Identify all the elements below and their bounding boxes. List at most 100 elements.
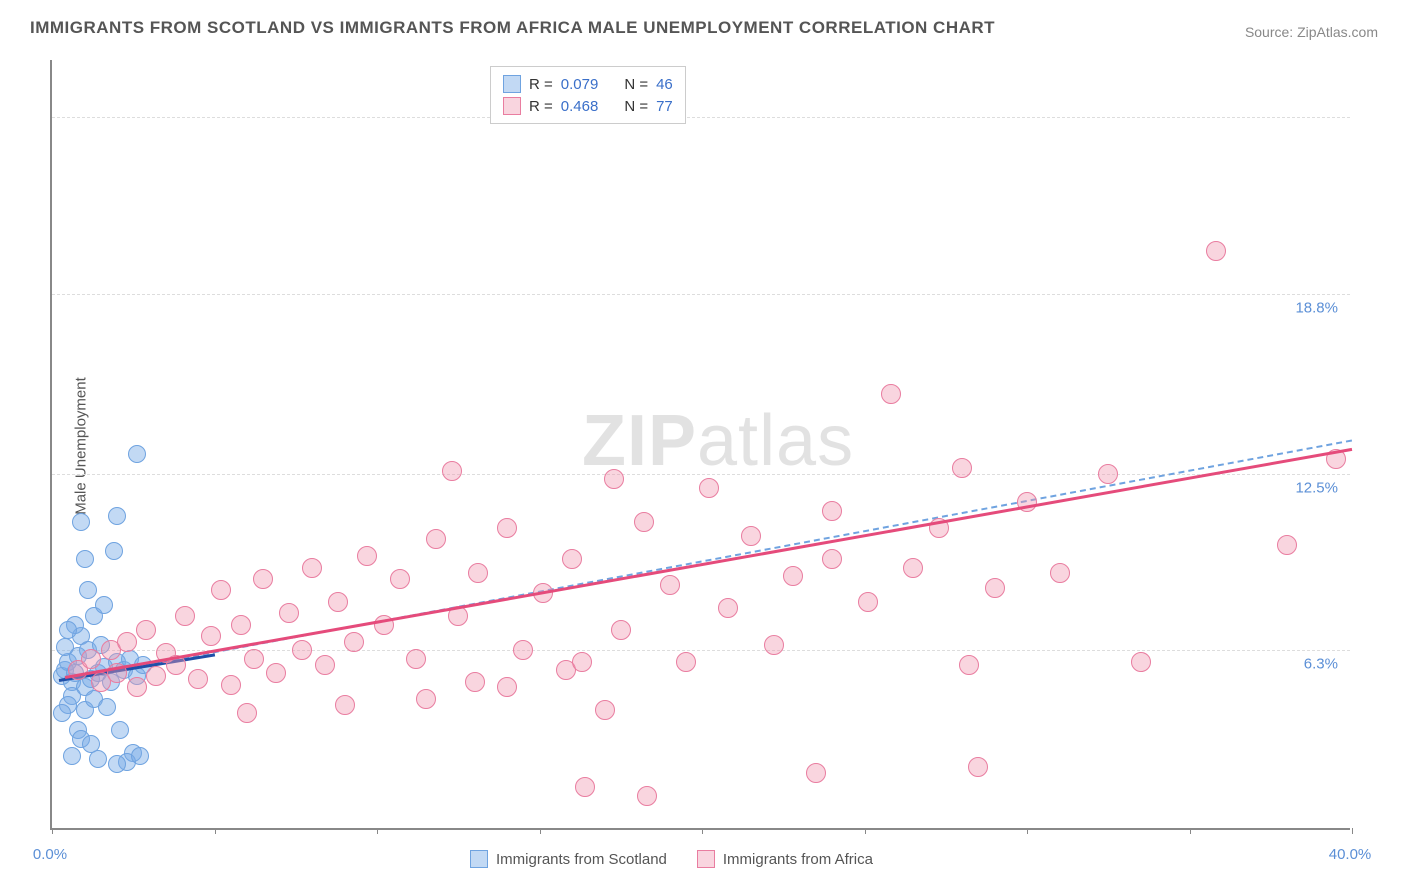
scatter-point [131, 747, 149, 765]
scatter-point [1050, 563, 1070, 583]
scatter-point [63, 747, 81, 765]
swatch-scotland [503, 75, 521, 93]
chart-title: IMMIGRANTS FROM SCOTLAND VS IMMIGRANTS F… [30, 18, 995, 38]
scatter-point [76, 550, 94, 568]
scatter-point [111, 721, 129, 739]
scatter-point [595, 700, 615, 720]
scatter-point [344, 632, 364, 652]
y-tick-label: 12.5% [1295, 479, 1338, 496]
scatter-point [1206, 241, 1226, 261]
legend-stats-row: R = 0.468 N = 77 [503, 95, 673, 117]
scatter-point [1277, 535, 1297, 555]
scatter-point [221, 675, 241, 695]
scatter-point [406, 649, 426, 669]
scatter-point [604, 469, 624, 489]
gridline-h [52, 294, 1350, 295]
scatter-point [572, 652, 592, 672]
scatter-point [357, 546, 377, 566]
scatter-point [822, 549, 842, 569]
x-tick-mark [1352, 828, 1353, 834]
scatter-point [468, 563, 488, 583]
scatter-point [128, 445, 146, 463]
scatter-point [390, 569, 410, 589]
legend-label-scotland: Immigrants from Scotland [496, 851, 667, 868]
scatter-point [292, 640, 312, 660]
x-tick-mark [215, 828, 216, 834]
x-tick-mark [1027, 828, 1028, 834]
scatter-point [59, 621, 77, 639]
scatter-point [266, 663, 286, 683]
scatter-point [146, 666, 166, 686]
scatter-point [201, 626, 221, 646]
scatter-point [302, 558, 322, 578]
n-label: N = [624, 76, 648, 93]
scatter-point [335, 695, 355, 715]
scatter-point [53, 704, 71, 722]
scatter-point [637, 786, 657, 806]
r-value-africa: 0.468 [561, 98, 599, 115]
n-value-scotland: 46 [656, 76, 673, 93]
x-tick-label: 40.0% [1329, 846, 1372, 863]
scatter-point [783, 566, 803, 586]
scatter-point [188, 669, 208, 689]
scatter-point [279, 603, 299, 623]
scatter-point [244, 649, 264, 669]
scatter-point [81, 649, 101, 669]
scatter-point [95, 596, 113, 614]
scatter-point [699, 478, 719, 498]
gridline-h [52, 474, 1350, 475]
scatter-point [881, 384, 901, 404]
scatter-point [1098, 464, 1118, 484]
scatter-point [211, 580, 231, 600]
scatter-point [611, 620, 631, 640]
scatter-point [575, 777, 595, 797]
x-tick-mark [1190, 828, 1191, 834]
scatter-point [903, 558, 923, 578]
scatter-point [127, 677, 147, 697]
scatter-point [108, 755, 126, 773]
x-tick-mark [52, 828, 53, 834]
gridline-h [52, 117, 1350, 118]
scatter-point [79, 581, 97, 599]
n-label: N = [624, 98, 648, 115]
swatch-africa [697, 850, 715, 868]
scatter-point [1131, 652, 1151, 672]
scatter-point [89, 750, 107, 768]
x-tick-label: 0.0% [33, 846, 67, 863]
legend-item-scotland: Immigrants from Scotland [470, 850, 667, 868]
y-tick-label: 6.3% [1304, 656, 1338, 673]
scatter-point [231, 615, 251, 635]
trend-line-dashed [65, 439, 1352, 681]
scatter-point [562, 549, 582, 569]
scatter-point [513, 640, 533, 660]
x-tick-mark [702, 828, 703, 834]
scatter-point [497, 677, 517, 697]
scatter-point [315, 655, 335, 675]
scatter-point [237, 703, 257, 723]
r-label: R = [529, 98, 553, 115]
x-tick-mark [865, 828, 866, 834]
scatter-point [952, 458, 972, 478]
scatter-point [175, 606, 195, 626]
scatter-point [806, 763, 826, 783]
n-value-africa: 77 [656, 98, 673, 115]
swatch-scotland [470, 850, 488, 868]
watermark-bold: ZIP [582, 401, 697, 481]
scatter-point [718, 598, 738, 618]
scatter-point [959, 655, 979, 675]
scatter-point [676, 652, 696, 672]
scatter-point [764, 635, 784, 655]
y-tick-label: 18.8% [1295, 299, 1338, 316]
scatter-point [442, 461, 462, 481]
legend-stats-row: R = 0.079 N = 46 [503, 73, 673, 95]
scatter-point [253, 569, 273, 589]
watermark-light: atlas [697, 401, 854, 481]
scatter-point [136, 620, 156, 640]
watermark: ZIPatlas [582, 400, 854, 482]
scatter-point [858, 592, 878, 612]
scatter-point [105, 542, 123, 560]
scatter-point [328, 592, 348, 612]
source-label: Source: ZipAtlas.com [1245, 24, 1378, 40]
scatter-point [56, 638, 74, 656]
legend-series: Immigrants from Scotland Immigrants from… [470, 850, 873, 868]
